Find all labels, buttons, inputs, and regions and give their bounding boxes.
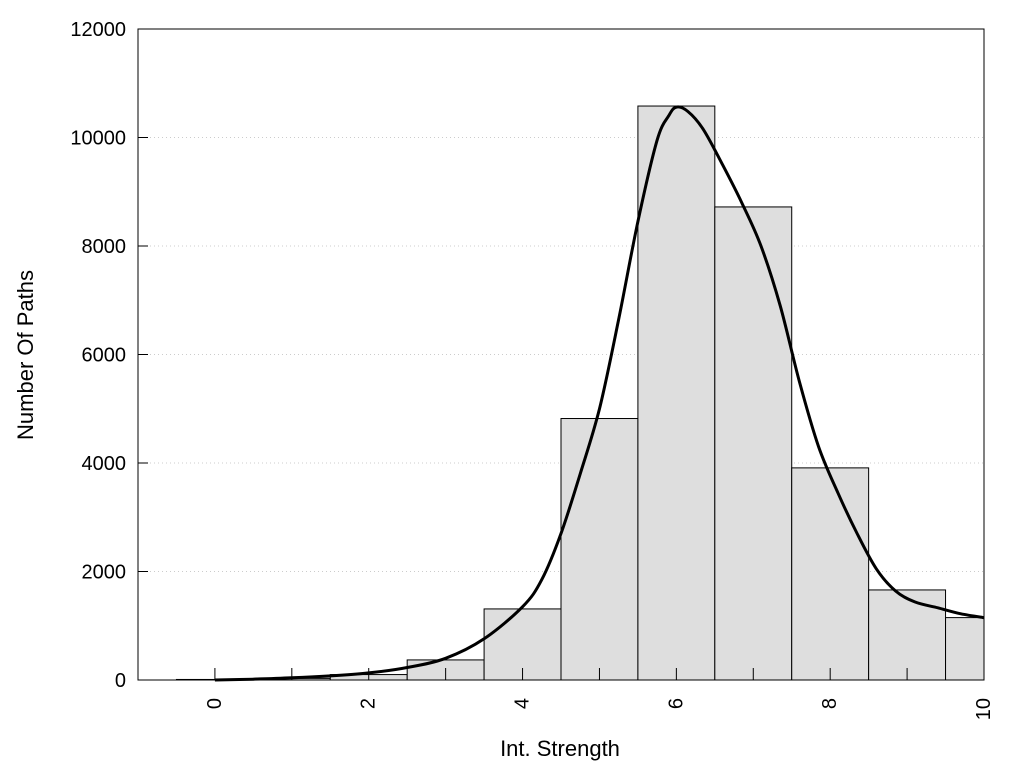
- y-tick-label: 2000: [82, 562, 127, 584]
- density-curve-layer: [214, 105, 985, 682]
- y-axis-ticks: 0 2000 4000 6000 8000 10000 12000: [70, 19, 148, 692]
- y-tick-label: 4000: [82, 453, 127, 475]
- x-tick-label: 4: [512, 698, 534, 709]
- y-axis-title: Number Of Paths: [13, 270, 38, 440]
- y-tick-label: 8000: [82, 236, 127, 258]
- x-axis-title: Int. Strength: [500, 736, 620, 761]
- histogram-bar: [637, 105, 716, 681]
- x-tick-label: 6: [665, 698, 687, 709]
- x-tick-label: 2: [358, 698, 380, 709]
- x-tick-label: 10: [973, 698, 995, 720]
- y-tick-label: 6000: [82, 345, 127, 367]
- y-tick-label: 12000: [70, 19, 126, 41]
- density-curve: [214, 105, 985, 682]
- histogram-bar: [791, 467, 870, 681]
- histogram-bar: [560, 418, 639, 681]
- x-tick-label: 8: [819, 698, 841, 709]
- histogram-bar: [868, 589, 947, 681]
- x-axis-ticks: 0 2 4 6 8 10: [204, 668, 995, 720]
- y-tick-label: 10000: [70, 128, 126, 150]
- histogram-bar: [714, 206, 793, 681]
- x-tick-label: 0: [204, 698, 226, 709]
- histogram-bar: [945, 617, 985, 681]
- histogram-bars: [175, 105, 985, 681]
- y-tick-label: 0: [115, 670, 126, 692]
